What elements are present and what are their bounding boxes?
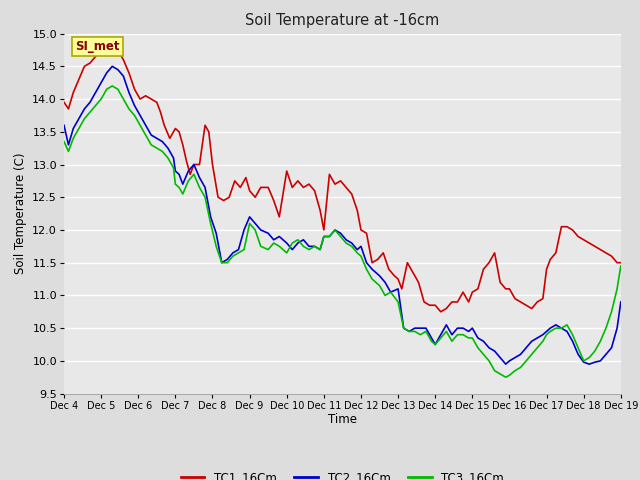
X-axis label: Time: Time	[328, 413, 357, 426]
Title: Soil Temperature at -16cm: Soil Temperature at -16cm	[245, 13, 440, 28]
Y-axis label: Soil Temperature (C): Soil Temperature (C)	[13, 153, 27, 275]
Legend: TC1_16Cm, TC2_16Cm, TC3_16Cm: TC1_16Cm, TC2_16Cm, TC3_16Cm	[176, 466, 509, 480]
Text: SI_met: SI_met	[75, 40, 120, 53]
